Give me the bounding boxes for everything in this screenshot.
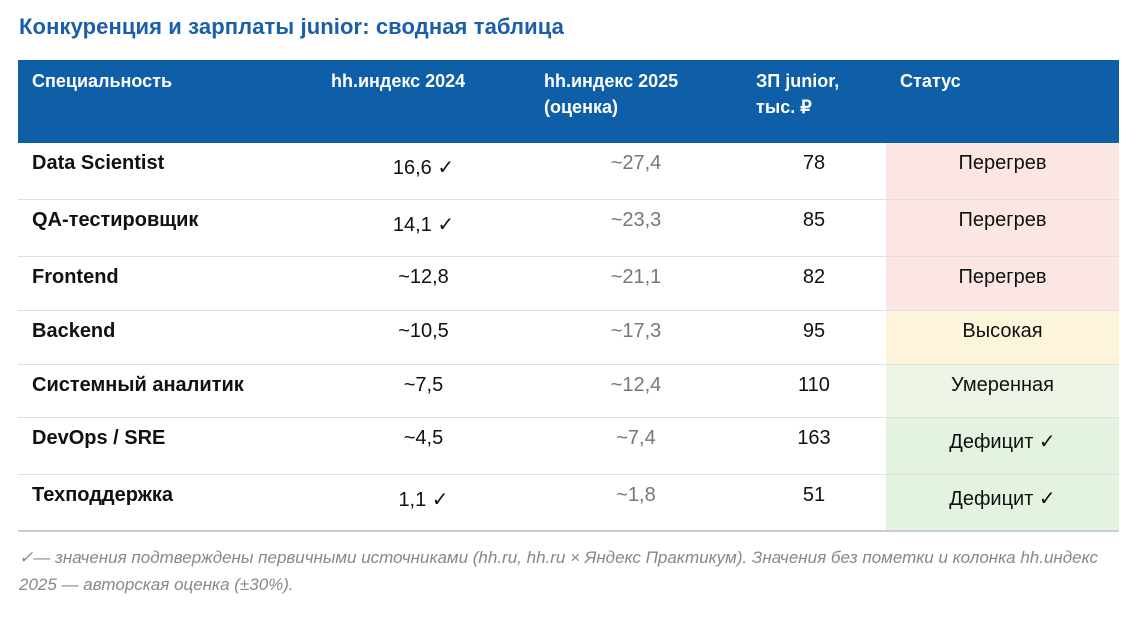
cell-status: Умеренная <box>886 365 1119 417</box>
cell-salary: 51 <box>802 484 826 506</box>
cell-index-2025: ~1,8 <box>616 484 656 506</box>
cell-status: Дефицит ✓ <box>886 418 1119 474</box>
header-specialty: Специальность <box>32 71 173 91</box>
cell-index-2025: ~12,4 <box>610 374 662 396</box>
header-index-2025: hh.индекс 2025 (оценка) <box>530 60 742 143</box>
table-row: QA-тестировщик 14,1 ✓ ~23,3 85 Перегрев <box>18 200 1119 257</box>
page-title: Конкуренция и зарплаты junior: сводная т… <box>19 14 564 39</box>
header-salary-line1: ЗП junior, <box>756 71 840 91</box>
cell-specialty: Системный аналитик <box>32 374 244 396</box>
table-header: Специальность hh.индекс 2024 hh.индекс 2… <box>18 60 1119 143</box>
cell-index-2025: ~7,4 <box>616 427 656 449</box>
cell-specialty: QA-тестировщик <box>32 209 199 231</box>
cell-salary: 82 <box>802 266 826 288</box>
header-index-2025-line1: hh.индекс 2025 <box>544 71 679 91</box>
cell-salary: 110 <box>798 374 830 396</box>
cell-index-2025: ~21,1 <box>610 266 662 288</box>
table-row: Data Scientist 16,6 ✓ ~27,4 78 Перегрев <box>18 143 1119 200</box>
table-row: DevOps / SRE ~4,5 ~7,4 163 Дефицит ✓ <box>18 418 1119 475</box>
cell-specialty: Техподдержка <box>32 484 174 506</box>
header-index-2025-line2: (оценка) <box>544 97 618 117</box>
cell-status: Перегрев <box>886 200 1119 256</box>
footnote: ✓— значения подтверждены первичными исто… <box>19 548 1098 594</box>
cell-specialty: Data Scientist <box>32 152 165 174</box>
header-status: Статус <box>900 71 961 91</box>
cell-index-2024: ~4,5 <box>403 427 444 449</box>
cell-index-2025: ~27,4 <box>610 152 662 174</box>
cell-index-2024: 16,6 ✓ <box>392 157 455 179</box>
cell-index-2024: ~7,5 <box>403 374 444 396</box>
cell-index-2024: ~10,5 <box>398 320 449 342</box>
cell-status: Перегрев <box>886 143 1119 199</box>
cell-specialty: Backend <box>32 320 116 342</box>
table-row: Системный аналитик ~7,5 ~12,4 110 Умерен… <box>18 365 1119 418</box>
cell-salary: 78 <box>802 152 826 174</box>
cell-salary: 85 <box>802 209 826 231</box>
header-salary-line2: тыс. ₽ <box>756 97 812 117</box>
cell-salary: 95 <box>802 320 826 342</box>
cell-status: Высокая <box>886 311 1119 364</box>
cell-salary: 163 <box>797 427 831 449</box>
cell-index-2025: ~23,3 <box>610 209 662 231</box>
header-index-2024: hh.индекс 2024 <box>331 71 466 91</box>
cell-index-2024: ~12,8 <box>398 266 449 288</box>
cell-specialty: DevOps / SRE <box>32 427 166 449</box>
cell-index-2024: 1,1 ✓ <box>398 489 449 511</box>
table-row: Техподдержка 1,1 ✓ ~1,8 51 Дефицит ✓ <box>18 475 1119 532</box>
cell-specialty: Frontend <box>32 266 119 288</box>
summary-table: Специальность hh.индекс 2024 hh.индекс 2… <box>18 60 1119 532</box>
cell-index-2025: ~17,3 <box>610 320 662 342</box>
cell-index-2024: 14,1 ✓ <box>392 214 455 236</box>
cell-status: Дефицит ✓ <box>886 475 1119 530</box>
cell-status: Перегрев <box>886 257 1119 310</box>
table-row: Backend ~10,5 ~17,3 95 Высокая <box>18 311 1119 365</box>
table-row: Frontend ~12,8 ~21,1 82 Перегрев <box>18 257 1119 311</box>
header-salary: ЗП junior, тыс. ₽ <box>742 60 886 143</box>
